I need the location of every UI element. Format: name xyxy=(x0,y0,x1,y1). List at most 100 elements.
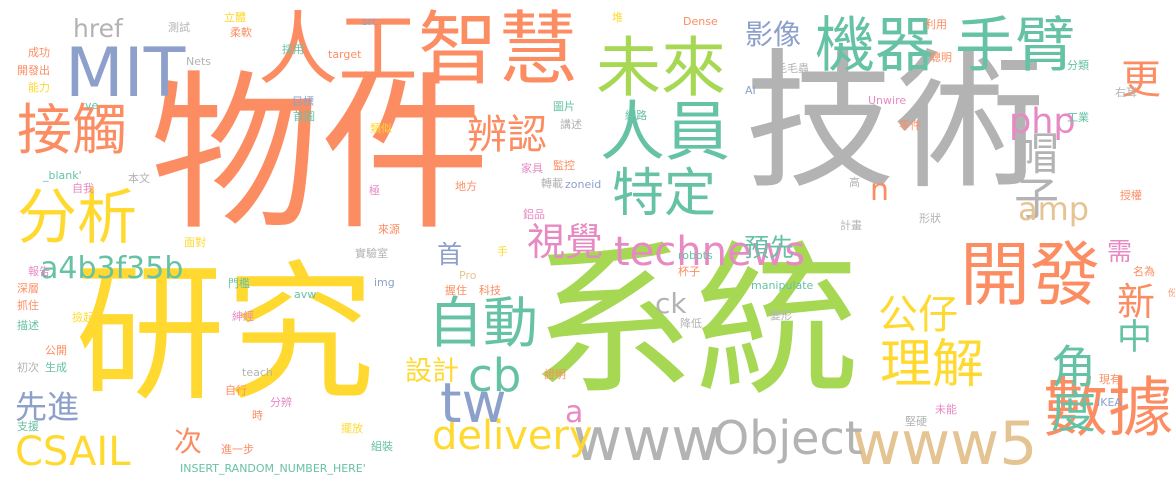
word-68: 首圖 xyxy=(293,110,315,123)
word-89: 計畫 xyxy=(840,219,862,232)
word-24: CSAIL xyxy=(15,429,131,475)
word-32: amp xyxy=(1018,190,1090,228)
word-66: ve xyxy=(85,99,99,112)
word-108: 抓住 xyxy=(17,299,39,312)
word-82: zoneid xyxy=(565,178,602,191)
word-103: 深層 xyxy=(17,282,39,295)
word-40: 需 xyxy=(1107,237,1133,266)
word-31: php xyxy=(1009,102,1076,142)
word-107: 份 xyxy=(1166,288,1175,297)
word-59: 分類 xyxy=(1067,59,1089,72)
word-93: 手 xyxy=(497,245,508,258)
word-5: 人工智慧 xyxy=(258,3,578,96)
word-35: href xyxy=(73,14,123,43)
word-114: 變形 xyxy=(770,309,792,322)
word-54: target xyxy=(328,48,362,61)
word-19: Object xyxy=(713,411,863,465)
word-42: n xyxy=(870,173,890,208)
word-3: 系統 xyxy=(530,226,860,418)
word-110: 紳經 xyxy=(232,310,254,323)
word-44: 首 xyxy=(437,240,463,269)
word-113: 公開 xyxy=(45,344,67,357)
word-67: 目標 xyxy=(292,95,314,108)
word-76: 零件 xyxy=(899,119,921,132)
word-56: Dense xyxy=(683,15,718,28)
word-30: 公仔 xyxy=(878,292,958,338)
word-65: 右耳 xyxy=(1115,86,1137,99)
word-77: _blank' xyxy=(43,169,82,182)
word-21: 理解 xyxy=(880,335,985,395)
word-87: 形狀 xyxy=(919,212,941,225)
word-122: 分辨 xyxy=(270,396,292,409)
word-11: 開發 xyxy=(960,234,1100,316)
word-112: 描述 xyxy=(17,319,39,332)
word-81: 轉載 xyxy=(541,177,563,190)
word-104: avw xyxy=(294,288,317,301)
word-26: cb xyxy=(468,349,522,402)
word-78: 本文 xyxy=(128,172,150,185)
word-119: 現有 xyxy=(1099,373,1121,386)
word-14: technews xyxy=(614,229,806,275)
word-74: 工業 xyxy=(1067,111,1089,124)
word-72: AI xyxy=(745,84,756,97)
word-46: 設計 xyxy=(405,356,459,387)
word-95: 實驗室 xyxy=(355,247,388,260)
word-127: 未能 xyxy=(935,403,957,416)
word-90: 授權 xyxy=(1120,189,1142,202)
word-38: 新 xyxy=(1117,280,1156,324)
word-118: 證明 xyxy=(544,368,566,381)
word-101: Pro xyxy=(459,269,477,282)
word-94: 名為 xyxy=(1133,265,1155,278)
word-37: 更 xyxy=(1114,58,1160,98)
word-91: 來源 xyxy=(378,223,400,236)
word-71: 網路 xyxy=(625,109,647,122)
word-97: 杯子 xyxy=(678,265,700,278)
word-2: 技術 xyxy=(745,36,1046,210)
word-96: robots xyxy=(678,249,713,262)
word-70: 圖片 xyxy=(553,100,575,113)
word-120: 自行 xyxy=(225,384,247,397)
word-79: 家具 xyxy=(521,162,543,175)
word-99: 門檻 xyxy=(228,277,250,290)
word-98: 報告 xyxy=(28,265,50,278)
word-23: 辨認 xyxy=(467,112,547,158)
word-29: 角度 xyxy=(1043,343,1096,433)
word-49: 測試 xyxy=(168,21,190,34)
word-10: 人員 xyxy=(600,95,731,170)
word-109: 撿起 xyxy=(72,311,94,324)
word-124: 支援 xyxy=(17,420,39,433)
word-80: 監控 xyxy=(553,159,575,172)
word-83: 高 xyxy=(849,176,860,189)
word-88: 鋁品 xyxy=(523,208,545,221)
word-57: 利用 xyxy=(925,18,947,31)
word-7: 手臂 xyxy=(955,11,1075,81)
word-123: IKEA xyxy=(1097,396,1122,409)
word-36: 先進 xyxy=(15,388,80,426)
word-39: 中 xyxy=(1117,318,1153,358)
word-102: manipulate xyxy=(751,279,814,292)
word-18: www xyxy=(573,405,721,475)
word-92: 面對 xyxy=(184,236,206,249)
word-105: 握住 xyxy=(445,284,467,297)
word-64: 毛毛蟲 xyxy=(776,62,809,75)
word-17: 數據 xyxy=(1043,371,1174,446)
word-22: 特定 xyxy=(612,164,717,224)
word-60: 成功 xyxy=(28,46,50,59)
word-62: 能力 xyxy=(28,81,50,94)
word-58: 聰明 xyxy=(930,51,952,64)
word-61: 開發出 xyxy=(17,64,50,77)
word-48: INSERT_RANDOM_NUMBER_HERE' xyxy=(180,462,366,475)
word-13: 接觸 xyxy=(17,98,128,162)
word-1: 物件 xyxy=(150,56,491,254)
word-115: 初次 xyxy=(17,361,39,374)
word-51: 柔軟 xyxy=(230,26,252,39)
word-116: 生成 xyxy=(45,361,67,374)
word-6: 機器 xyxy=(815,11,935,81)
word-50: 立體 xyxy=(224,11,246,24)
word-4: 研究 xyxy=(75,248,376,422)
word-125: 進一步 xyxy=(221,443,254,456)
word-126: 擺放 xyxy=(341,422,363,435)
word-8: MIT xyxy=(65,34,186,113)
word-20: delivery xyxy=(432,413,593,459)
word-75: 講述 xyxy=(560,118,582,131)
